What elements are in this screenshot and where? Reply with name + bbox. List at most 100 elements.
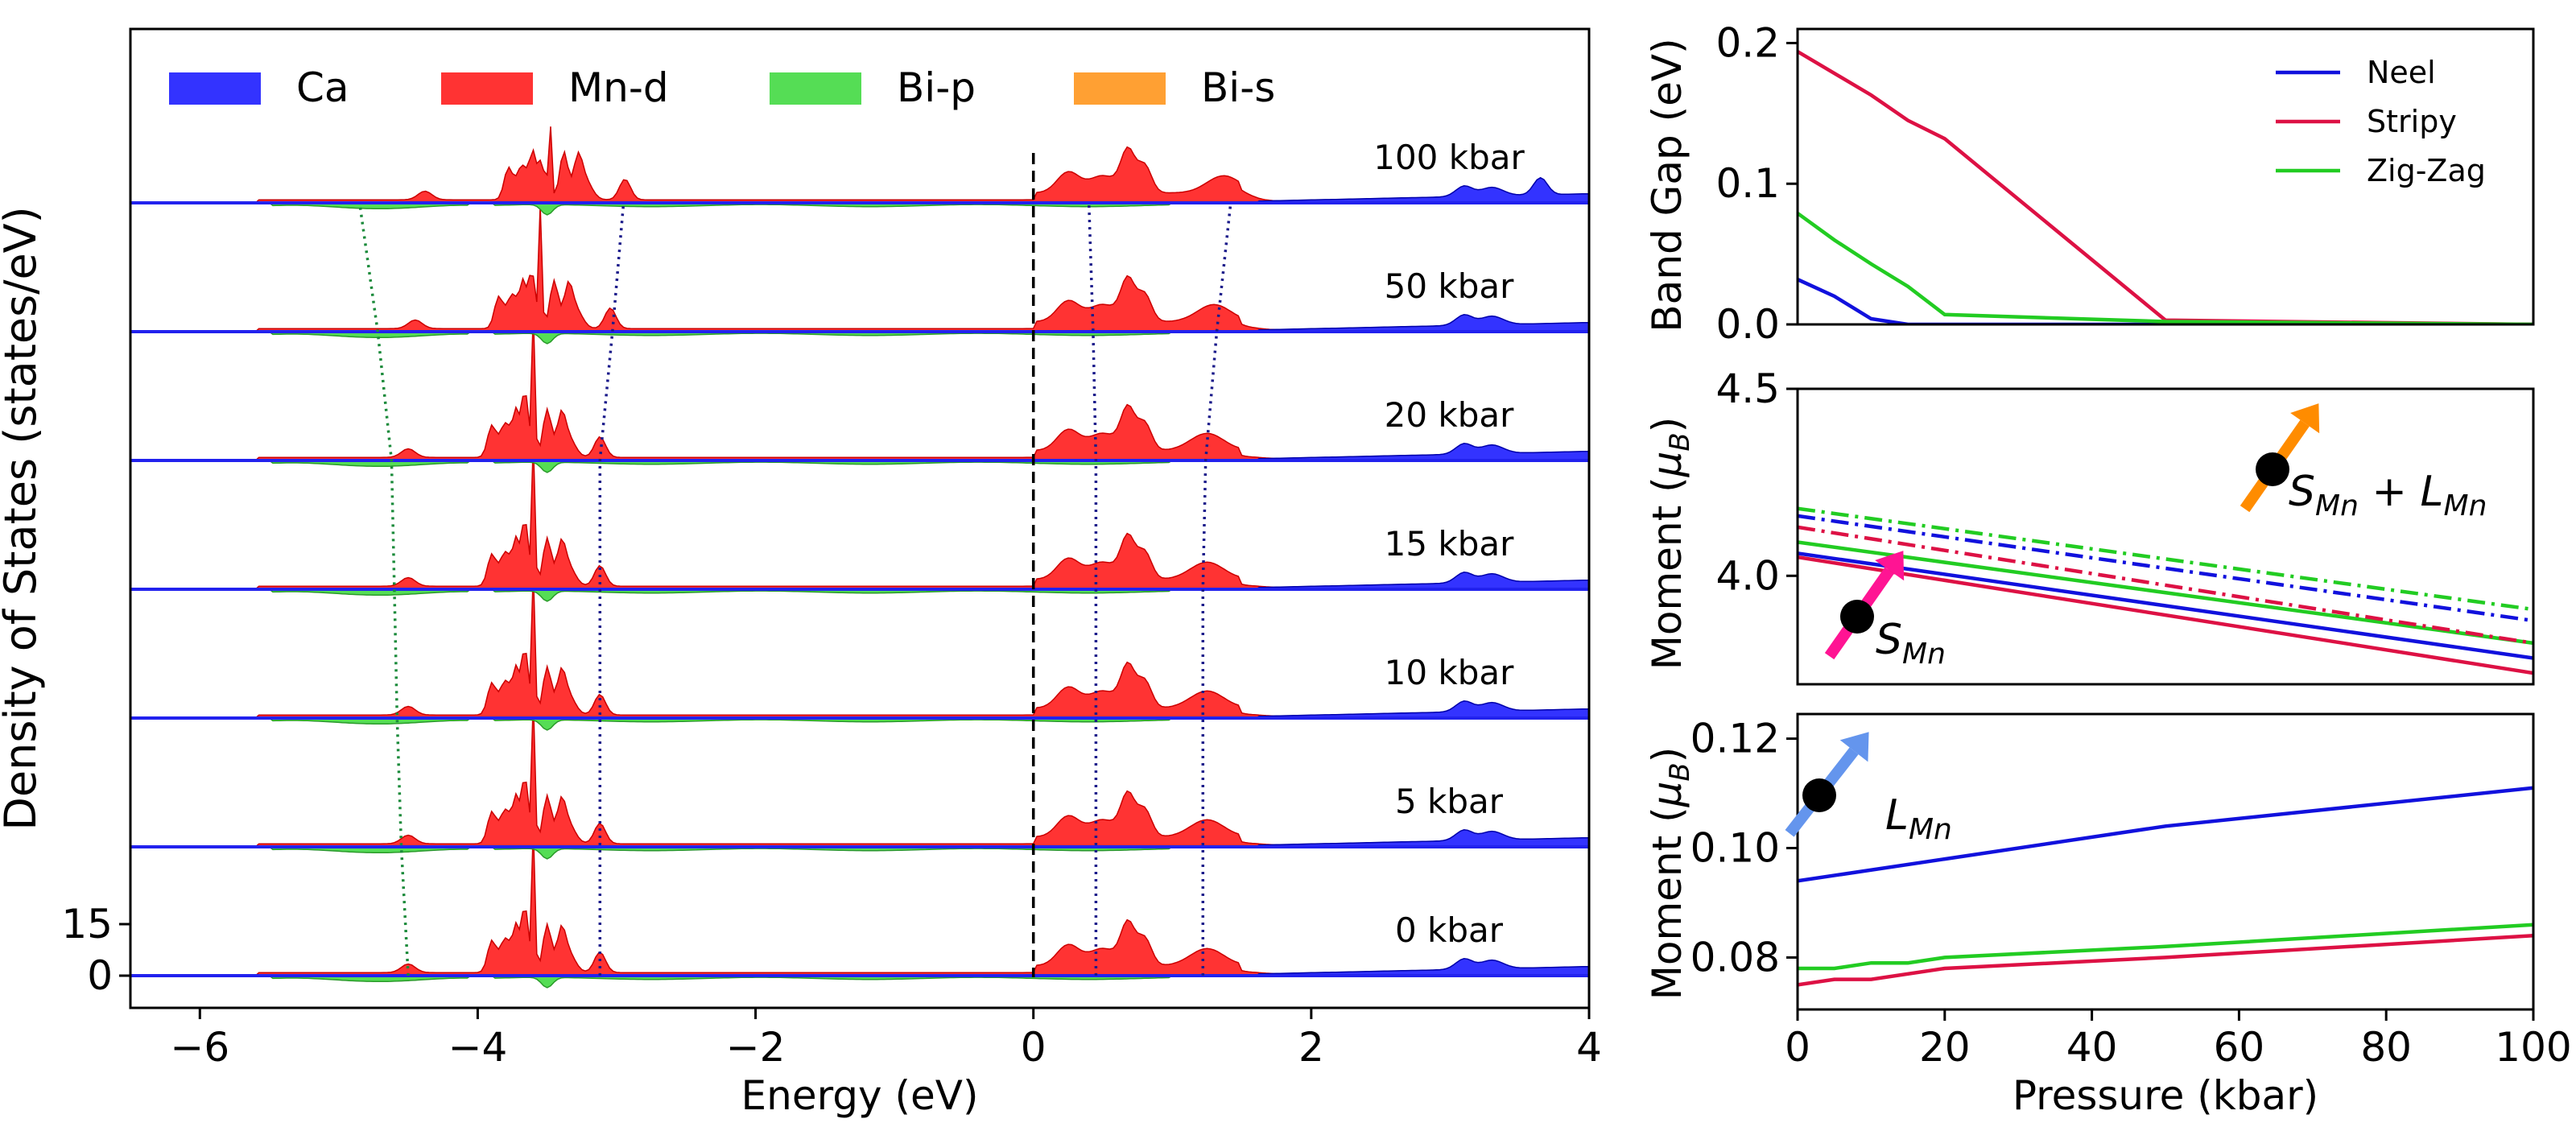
legend-swatch-mn-d	[441, 72, 533, 105]
legend-label-mn-d: Mn-d	[568, 64, 669, 111]
dos-x-tick-label: 0	[1021, 1024, 1046, 1071]
series-neel-l	[1798, 786, 2533, 883]
mn-d-dos-area	[130, 126, 1589, 204]
orbital-annotation-label: LMn	[1885, 791, 1952, 846]
pressure-label: 15 kbar	[1385, 524, 1515, 564]
series-neel-s	[1798, 551, 2533, 660]
bi-p-dos-area	[130, 846, 1589, 860]
legend-label-neel: Neel	[2367, 55, 2436, 90]
series-zig-zag-l	[1798, 923, 2533, 971]
dos-panel-20-kbar: 20 kbar	[130, 312, 1589, 473]
spin-annotation-atom-dot	[1840, 600, 1874, 634]
orbital-moment-axes-frame	[1796, 712, 2535, 1011]
total-moment-annotation-label: SMn + LMn	[2289, 468, 2487, 522]
ca-dos-area	[1255, 443, 1589, 461]
dos-panel-50-kbar: 50 kbar	[130, 204, 1589, 345]
spin-moment-y-tick-label: 4.0	[1715, 552, 1780, 599]
dos-panel-0-kbar: 0 kbar	[130, 827, 1589, 989]
ca-dos-area	[1255, 572, 1589, 590]
spin-annotation-label-sub: Mn	[1902, 638, 1946, 671]
series-zig-zag-s-l	[1798, 506, 2533, 612]
legend-label-stripy: Stripy	[2367, 104, 2457, 139]
series-neel	[1798, 278, 2533, 324]
dos-panel-100-kbar: 100 kbar	[130, 126, 1589, 216]
legend-label-ca: Ca	[296, 64, 349, 111]
dos-panel-5-kbar: 5 kbar	[130, 698, 1589, 860]
pressure-label: 20 kbar	[1385, 395, 1515, 435]
bi-p-dos-area	[130, 202, 1589, 216]
legend-label-bi-s: Bi-s	[1201, 64, 1275, 111]
spin-annotation-label: SMn	[1876, 616, 1946, 671]
bi-p-dos-area	[130, 588, 1589, 602]
pressure-x-tick-label: 100	[2495, 1024, 2571, 1071]
pressure-x-tick-label: 0	[1785, 1024, 1810, 1071]
dos-axes-frame	[129, 27, 1591, 1009]
bi-p-dos-area	[130, 717, 1589, 731]
dos-x-tick-label: −6	[170, 1024, 229, 1071]
orbital-annotation-label-base: L	[1885, 791, 1909, 840]
orbital-moment-x-label: Pressure (kbar)	[2013, 1072, 2318, 1119]
pressure-label: 100 kbar	[1373, 138, 1525, 177]
pressure-x-tick-label: 80	[2360, 1024, 2412, 1071]
spin-moment-axes-frame	[1796, 387, 2535, 686]
pressure-x-tick-label: 40	[2066, 1024, 2118, 1071]
ca-dos-area	[1255, 958, 1589, 976]
dos-y-label: Density of States (states/eV)	[0, 206, 46, 830]
orbital-moment-y-tick-label: 0.08	[1690, 934, 1780, 980]
legend-label-bi-p: Bi-p	[897, 64, 976, 111]
pressure-label: 0 kbar	[1395, 910, 1504, 950]
dos-x-tick-label: 2	[1298, 1024, 1324, 1071]
band-gap-y-tick-label: 0.1	[1715, 160, 1780, 207]
ca-dos-area	[1255, 176, 1589, 204]
peak-shift-line-0	[357, 202, 410, 976]
legend-label-zig-zag: Zig-Zag	[2367, 153, 2486, 188]
orbital-moment-y-tick-label: 0.12	[1690, 716, 1780, 762]
dos-panel-10-kbar: 10 kbar	[130, 569, 1589, 731]
dos-x-tick-label: 4	[1576, 1024, 1602, 1071]
band-gap-y-tick-label: 0.0	[1715, 301, 1780, 348]
orbital-moment-panel: 0.08 0.10 0.12 0 20 40 60 80 100 Pressure (kbar)…	[1644, 712, 2572, 1119]
dos-y-tick-label: 15	[61, 901, 113, 947]
pressure-label: 5 kbar	[1395, 782, 1504, 821]
bi-p-dos-area	[130, 975, 1589, 989]
pressure-label: 10 kbar	[1385, 653, 1515, 692]
peak-shift-line-2	[1087, 202, 1098, 976]
orbital-annotation-arrow-head	[1839, 732, 1869, 762]
dos-x-tick-label: −4	[448, 1024, 508, 1071]
bi-p-dos-area	[130, 331, 1589, 345]
band-gap-legend: Neel Stripy Zig-Zag	[2276, 55, 2486, 188]
spin-moment-y-tick-label: 4.5	[1715, 365, 1780, 412]
total-moment-annotation-arrow-head	[2290, 403, 2320, 434]
total-moment-annotation-label-base: S	[2289, 468, 2315, 516]
dos-x-label: Energy (eV)	[741, 1072, 979, 1119]
series-zig-zag	[1798, 212, 2533, 324]
series-stripy-s	[1798, 555, 2533, 675]
dos-x-tick-label: −2	[726, 1024, 786, 1071]
series-zig-zag-s	[1798, 540, 2533, 646]
peak-shift-line-3	[1201, 202, 1232, 976]
legend-swatch-ca	[169, 72, 261, 105]
series-stripy-s-l	[1798, 525, 2533, 646]
pressure-x-tick-label: 20	[1919, 1024, 1971, 1071]
spin-annotation-arrow-head	[1875, 551, 1905, 581]
orbital-annotation-atom-dot	[1802, 778, 1836, 812]
legend-swatch-bi-p	[770, 72, 861, 105]
legend-swatch-bi-s	[1074, 72, 1166, 105]
dos-panel-15-kbar: 15 kbar	[130, 440, 1589, 602]
ca-dos-area	[1255, 829, 1589, 848]
dos-y-tick-label: 0	[87, 952, 113, 999]
bi-p-dos-area	[130, 460, 1589, 473]
total-moment-annotation-label-mid: + L	[2359, 468, 2444, 516]
total-moment-annotation-label-sub: Mn	[2315, 489, 2359, 522]
band-gap-y-label: Band Gap (eV)	[1644, 38, 1690, 332]
band-gap-axes-frame	[1796, 27, 2535, 326]
dos-legend: Ca Mn-d Bi-p Bi-s	[169, 64, 1275, 111]
ca-dos-area	[1255, 700, 1589, 719]
orbital-annotation-label-sub: Mn	[1909, 813, 1952, 846]
pressure-x-tick-label: 60	[2214, 1024, 2265, 1071]
dos-panel: 0 kbar 5 kbar 10 kbar 15 kbar 20 kbar 50 kbar…	[0, 27, 1602, 1119]
series-stripy-l	[1798, 934, 2533, 987]
band-gap-panel: 0.0 0.1 0.2 Band Gap (eV) Neel Stripy Zig-Za…	[1644, 19, 2535, 348]
